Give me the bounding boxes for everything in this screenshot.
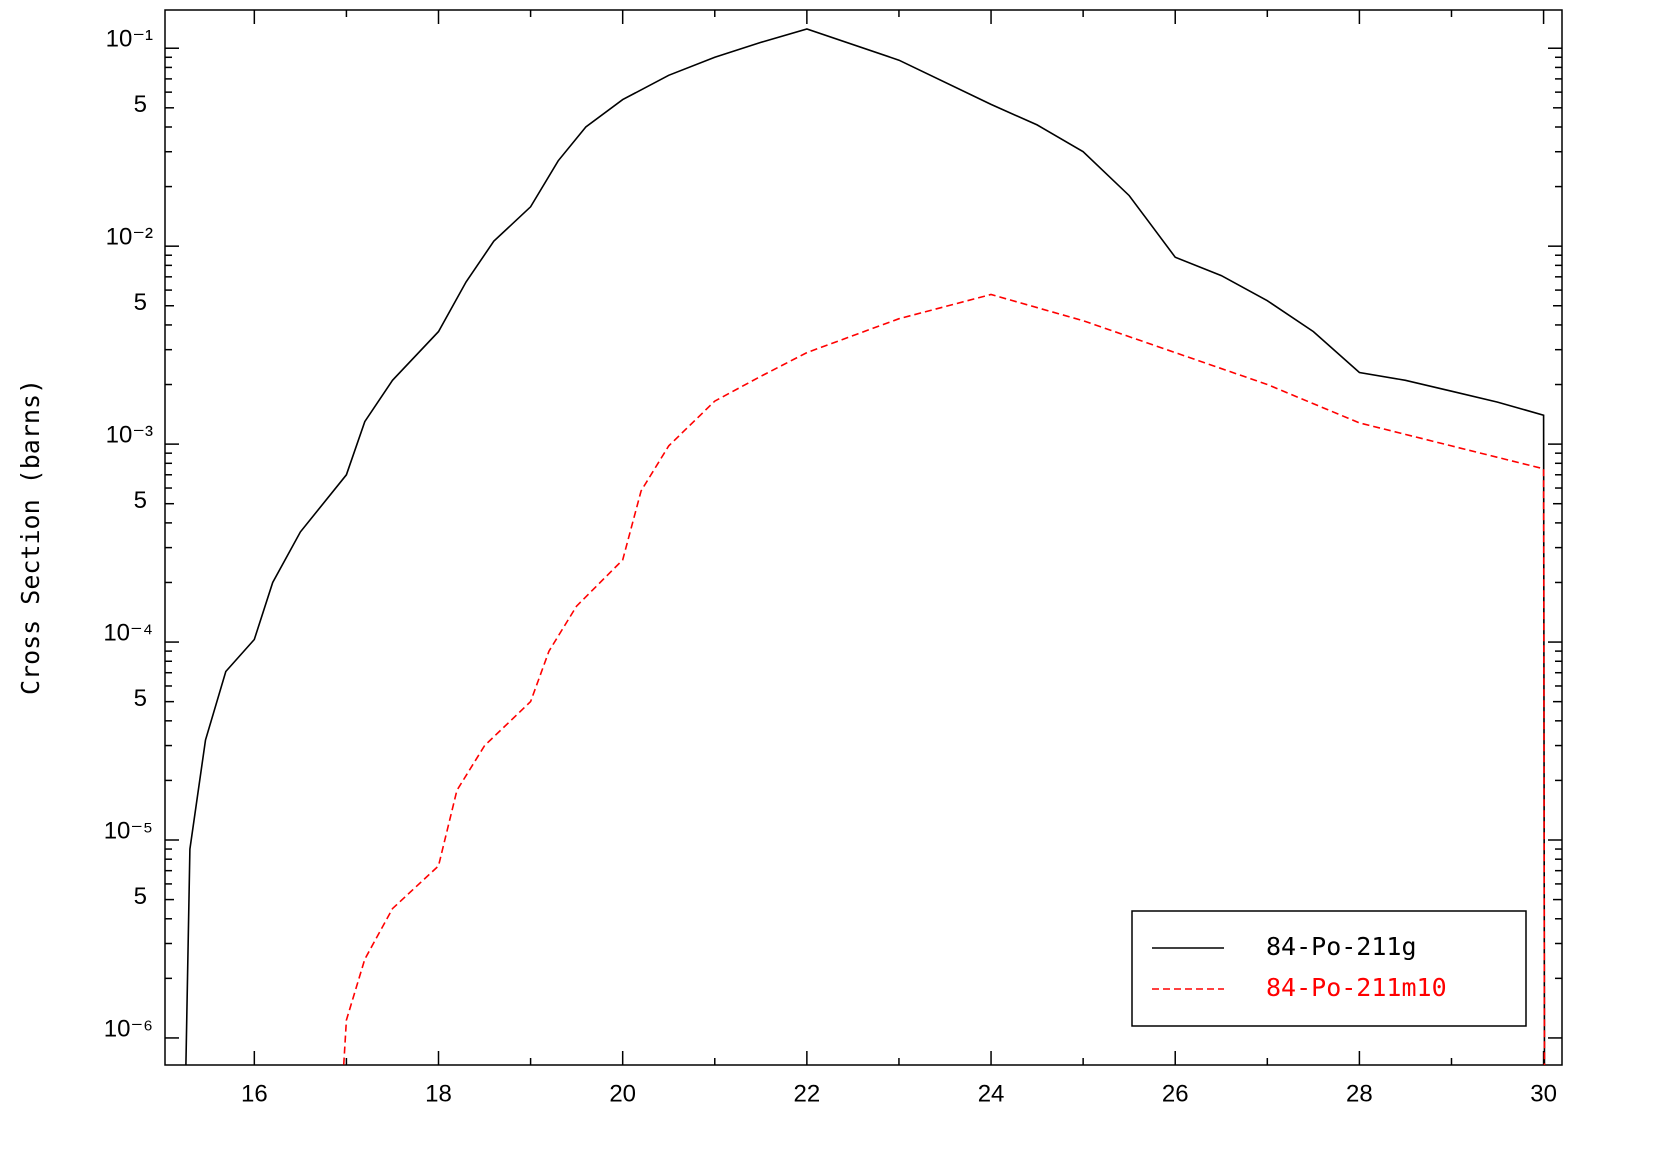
x-tick-label: 22: [794, 1080, 821, 1107]
x-tick-label: 16: [241, 1080, 268, 1107]
y-tick-label: 10⁻⁵: [104, 817, 153, 844]
y-tick-label: 5: [134, 685, 147, 712]
y-axis-label: Cross Section (barns): [16, 379, 45, 695]
x-tick-label: 18: [425, 1080, 452, 1107]
x-tick-label: 30: [1530, 1080, 1557, 1107]
legend-label: 84-Po-211g: [1266, 932, 1417, 961]
y-tick-label: 10⁻⁴: [103, 619, 153, 646]
series-line: [185, 28, 1546, 1065]
y-tick-label: 10⁻²: [106, 224, 153, 251]
y-tick-label: 5: [134, 487, 147, 514]
y-tick-label: 10⁻¹: [106, 26, 153, 53]
x-tick-label: 26: [1162, 1080, 1189, 1107]
x-tick-label: 28: [1346, 1080, 1373, 1107]
plot-frame: [164, 9, 1563, 1066]
y-tick-label: 5: [134, 91, 147, 118]
y-tick-label: 10⁻⁶: [104, 1015, 153, 1042]
y-tick-label: 5: [134, 289, 147, 316]
series-line: [342, 293, 1546, 1065]
y-tick-label: 10⁻³: [106, 421, 153, 448]
legend-label: 84-Po-211m10: [1266, 973, 1447, 1002]
x-tick-label: 20: [609, 1080, 636, 1107]
x-tick-label: 24: [978, 1080, 1005, 1107]
legend-box: [1131, 910, 1527, 1027]
plot-lines: [185, 28, 1546, 1065]
y-tick-label: 5: [134, 883, 147, 910]
